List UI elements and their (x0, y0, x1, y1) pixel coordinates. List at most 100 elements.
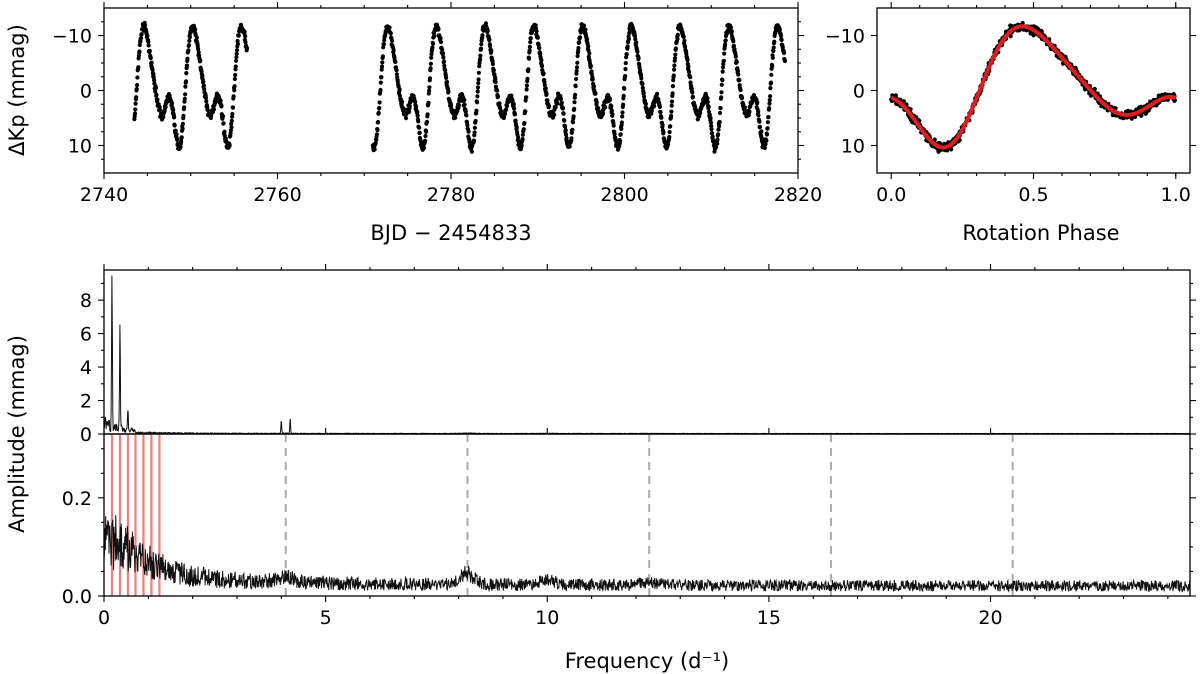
light-curve-point (707, 112, 713, 117)
light-curve-point (133, 101, 138, 106)
x-tick-label: 0.0 (876, 184, 906, 206)
light-curve-point (381, 42, 386, 47)
light-curve-point (608, 97, 613, 102)
light-curve-point (523, 109, 528, 114)
light-curve-point (173, 128, 178, 133)
phase-points (889, 20, 1177, 154)
light-curve-point (590, 77, 595, 82)
light-curve-point (710, 131, 715, 136)
light-curve-point (583, 27, 588, 32)
light-curve-point (397, 87, 402, 92)
phase-fit-line (890, 24, 1177, 150)
light-curve-point (764, 138, 769, 143)
light-curve-point (570, 127, 575, 132)
light-curve-point (658, 110, 663, 115)
light-curve-point (782, 58, 788, 64)
light-curve-point (476, 77, 481, 82)
light-curve-point (480, 33, 485, 38)
light-curve-point (463, 109, 468, 114)
light-curve-point (593, 91, 598, 96)
light-curve-point (719, 95, 724, 100)
light-curve-point (194, 35, 199, 40)
light-curve-point (133, 107, 138, 112)
light-curve-point (219, 104, 224, 109)
light-curve-point (713, 145, 719, 150)
light-curve-point (587, 51, 592, 56)
light-curve-point (198, 58, 203, 63)
light-curve-point (708, 120, 714, 125)
x-tick-label: 10 (535, 607, 559, 629)
light-curve-point (528, 40, 533, 45)
light-curve-point (671, 73, 676, 78)
light-curve-point (394, 68, 399, 73)
light-curve-point (388, 31, 393, 36)
light-curve-point (179, 139, 184, 144)
light-curve-point (619, 120, 625, 125)
light-curve-point (415, 110, 420, 115)
light-curve-point (235, 41, 240, 47)
x-tick-label: 1.0 (1161, 184, 1191, 206)
light-curve-point (757, 119, 762, 124)
light-curve-point (672, 67, 677, 72)
light-curve-point (183, 79, 189, 84)
light-curve-point (462, 98, 467, 103)
light-curve-point (657, 104, 663, 109)
light-curve-point (186, 43, 192, 48)
light-curve-point (768, 80, 774, 85)
spectrum-full-axes (103, 269, 1191, 435)
light-curve-point (766, 115, 771, 120)
light-curve-point (575, 53, 580, 59)
light-curve-point (640, 85, 645, 90)
light-curve-point (567, 144, 572, 149)
light-curve-point (655, 91, 660, 96)
light-curve-point (446, 89, 451, 94)
light-curve-point (436, 26, 441, 32)
light-curve-point (715, 137, 720, 142)
phase-ticks: 0.0 0.5 1.0 −10 0 10 (825, 2, 1196, 206)
light-curve-point (134, 86, 139, 92)
light-curve-point (596, 106, 601, 111)
light-curve-point (553, 105, 558, 110)
light-curve-point (669, 99, 675, 104)
light-curve-point (705, 99, 710, 105)
light-curve-point (764, 132, 770, 137)
light-curve-point (765, 120, 771, 125)
light-curve-point (581, 23, 587, 28)
light-curve-point (172, 123, 177, 128)
light-curve-point (427, 76, 433, 81)
light-curve-point (762, 145, 768, 150)
light-curve-point (497, 101, 502, 106)
x-tick-label: 15 (757, 607, 781, 629)
y-tick-label: 2 (80, 391, 92, 413)
light-curve-point (770, 55, 775, 60)
light-curve-point (443, 68, 448, 73)
light-curve-point (138, 36, 144, 41)
light-curve-xlabel: BJD − 2454833 (370, 221, 531, 245)
light-curve-point (432, 34, 437, 39)
light-curve-point (149, 60, 154, 65)
light-curve-point (477, 64, 482, 69)
light-curve-point (698, 110, 703, 115)
light-curve-point (546, 103, 552, 108)
light-curve-point (594, 100, 599, 105)
light-curve-point (572, 100, 577, 105)
light-curve-point (626, 36, 632, 42)
light-curve-point (380, 60, 385, 65)
light-curve-point (393, 59, 398, 64)
light-curve-point (659, 115, 664, 120)
light-curve-point (438, 39, 443, 45)
light-curve-point (564, 135, 569, 141)
light-curve-ylabel: ΔKp (mmag) (5, 24, 29, 156)
light-curve-point (429, 55, 434, 60)
light-curve-point (719, 90, 724, 95)
light-curve-point (186, 48, 191, 53)
light-curve-point (179, 135, 184, 140)
light-curve-point (201, 83, 206, 88)
light-curve-point (772, 39, 777, 44)
light-curve-point (611, 123, 616, 128)
y-tick-label: 10 (68, 136, 92, 158)
light-curve-point (374, 137, 379, 142)
light-curve-point (380, 54, 385, 59)
light-curve-point (667, 130, 672, 135)
light-curve-point (586, 44, 591, 49)
